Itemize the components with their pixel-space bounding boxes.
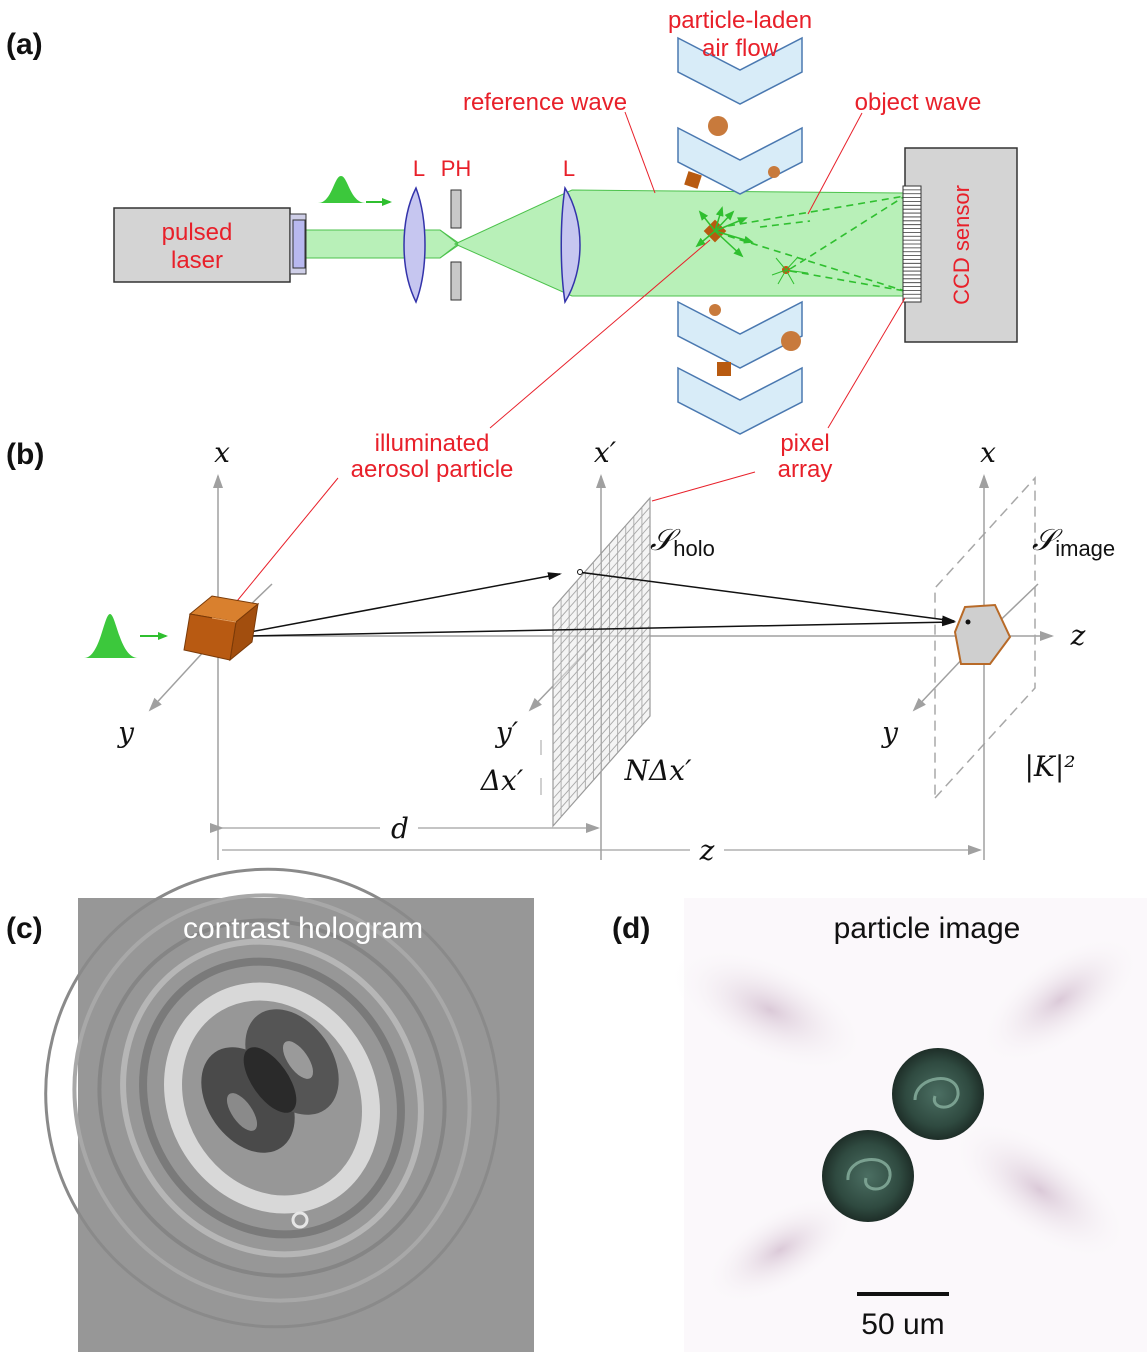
pulse-icon-b xyxy=(84,614,138,658)
image-point xyxy=(966,620,971,625)
lens-1 xyxy=(404,188,425,302)
panel-a: (a) pulsed laser L PH L xyxy=(6,7,1017,434)
panel-b: (b) illuminated aerosol particle pixel a… xyxy=(6,430,1115,867)
particle-image-title: particle image xyxy=(834,912,1021,945)
aperture-label: NΔx′ xyxy=(624,754,693,787)
y-axis-label-right: y xyxy=(880,716,899,749)
s-image-label: 𝒮image xyxy=(1032,523,1115,561)
reconstructed-particle xyxy=(955,605,1010,664)
s-holo-label: 𝒮holo xyxy=(650,523,715,561)
scale-bar-label: 50 um xyxy=(861,1308,944,1341)
panel-c: (c) contrast hologram xyxy=(0,786,582,1352)
aerosol-particle xyxy=(768,166,780,178)
pixel-pitch-label: Δx′ xyxy=(480,764,524,797)
x-prime-label: x′ xyxy=(594,436,617,469)
laser-beam xyxy=(305,230,460,258)
z-axis-label: z xyxy=(1070,619,1086,652)
flow-label-line1: particle-laden xyxy=(668,7,812,34)
lens-1-label: L xyxy=(413,156,425,181)
lens-2-label: L xyxy=(563,156,575,181)
pulse-icon-a xyxy=(318,176,366,203)
laser-label-line1: pulsed xyxy=(162,219,233,246)
particle-label-line2: aerosol particle xyxy=(351,456,514,483)
pinhole-label: PH xyxy=(441,156,472,181)
pinhole-lower xyxy=(451,262,461,300)
x-axis-label-left: x xyxy=(214,436,230,469)
distance-d-label: d xyxy=(391,812,409,845)
panel-d: (d) particle image 50 um xyxy=(612,898,1147,1352)
scale-bar xyxy=(857,1292,949,1296)
flow-label-line2: air flow xyxy=(702,35,779,62)
panel-label-b: (b) xyxy=(6,438,44,471)
aerosol-particle xyxy=(781,331,801,351)
kernel-label: |K|² xyxy=(1024,750,1075,783)
aerosol-particle xyxy=(709,304,721,316)
aerosol-cube xyxy=(184,596,258,660)
hologram-title: contrast hologram xyxy=(183,912,423,945)
ccd-sensor-label: CCD sensor xyxy=(949,185,974,305)
pixel-label-line1: pixel xyxy=(780,430,829,457)
pixel-label-line2: array xyxy=(778,456,833,483)
reference-wave-label: reference wave xyxy=(463,89,627,116)
particle-2 xyxy=(822,1130,914,1222)
panel-label-c: (c) xyxy=(6,912,43,945)
object-wave-label: object wave xyxy=(855,89,982,116)
panel-label-a: (a) xyxy=(6,28,43,61)
laser-label-line2: laser xyxy=(171,247,223,274)
x-axis-label-right: x xyxy=(980,436,996,469)
distance-z-label: z xyxy=(699,834,715,867)
aerosol-particle xyxy=(717,362,731,376)
y-axis-label-left: y xyxy=(116,716,135,749)
pixel-array-strip xyxy=(903,186,921,302)
expanded-beam xyxy=(455,190,905,296)
holo-point xyxy=(578,570,583,575)
particle-label-line1: illuminated xyxy=(375,430,490,457)
aerosol-particle xyxy=(708,116,728,136)
panel-label-d: (d) xyxy=(612,912,650,945)
aerosol-particle xyxy=(684,171,702,189)
particle-1 xyxy=(892,1048,984,1140)
pinhole-upper xyxy=(451,190,461,228)
y-prime-label: y′ xyxy=(494,716,519,749)
